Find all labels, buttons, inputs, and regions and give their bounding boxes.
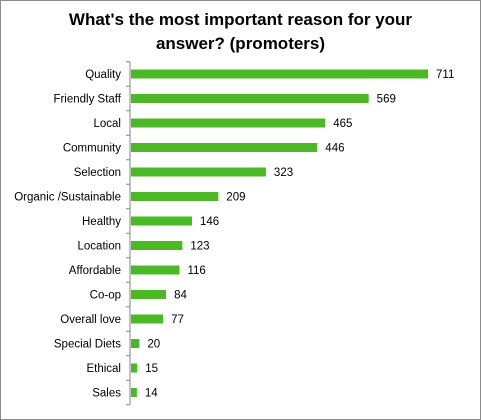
category-label: Healthy (82, 216, 121, 228)
category-label: Friendly Staff (53, 94, 121, 106)
bar-1 (131, 94, 369, 103)
category-label: Overall love (60, 314, 121, 326)
chart-title: What's the most important reason for you… (0, 8, 481, 56)
data-label: 15 (145, 363, 158, 375)
data-label: 209 (226, 192, 245, 204)
bar-11 (131, 339, 140, 348)
data-label: 446 (325, 143, 344, 155)
data-label: 146 (200, 216, 219, 228)
data-label: 323 (274, 167, 293, 179)
data-label: 77 (171, 314, 184, 326)
category-label: Affordable (69, 265, 121, 277)
category-label: Ethical (86, 363, 121, 375)
category-label: Local (94, 118, 122, 130)
bar-2 (131, 118, 326, 128)
category-label: Sales (92, 388, 121, 400)
category-label: Special Diets (54, 339, 121, 351)
bar-10 (131, 314, 164, 324)
data-label: 14 (145, 388, 158, 400)
data-label: 116 (187, 265, 205, 277)
bar-13 (131, 388, 137, 397)
bar-12 (131, 363, 138, 373)
data-label: 465 (333, 118, 352, 130)
data-label: 20 (147, 339, 160, 351)
data-label: 569 (377, 94, 396, 106)
bar-5 (131, 192, 219, 201)
category-label: Community (63, 143, 121, 155)
data-label: 711 (436, 69, 454, 81)
bar-9 (131, 290, 167, 299)
category-label: Selection (74, 167, 121, 179)
bar-7 (131, 241, 183, 250)
bar-6 (131, 216, 192, 226)
chart-title-line-2: answer? (promoters) (155, 34, 326, 53)
bar-8 (131, 265, 180, 275)
data-label: 84 (174, 290, 187, 302)
bar-3 (131, 143, 318, 152)
chart-title-line-1: What's the most important reason for you… (68, 10, 413, 29)
category-label: Quality (85, 69, 121, 81)
bar-4 (131, 167, 266, 177)
category-label: Organic /Sustainable (14, 192, 121, 204)
category-label: Co-op (90, 290, 121, 302)
category-label: Location (78, 241, 121, 253)
bar-0 (131, 69, 428, 79)
data-label: 123 (190, 241, 209, 253)
